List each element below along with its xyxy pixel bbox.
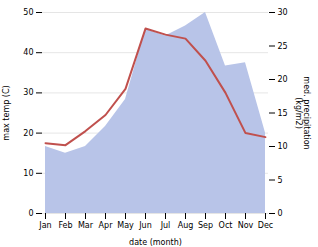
svg-text:20: 20 [23, 129, 33, 138]
svg-text:10: 10 [278, 142, 288, 151]
svg-text:Jul: Jul [160, 221, 171, 230]
svg-text:date (month): date (month) [129, 238, 182, 247]
svg-text:5: 5 [278, 176, 283, 185]
svg-text:30: 30 [278, 8, 288, 17]
svg-text:Mar: Mar [78, 221, 94, 230]
svg-text:25: 25 [278, 42, 288, 51]
svg-text:30: 30 [23, 88, 33, 97]
svg-text:Jan: Jan [38, 221, 51, 230]
svg-text:50: 50 [23, 8, 33, 17]
svg-text:May: May [117, 221, 134, 230]
svg-text:max temp (C): max temp (C) [2, 85, 11, 140]
svg-text:Nov: Nov [238, 221, 254, 230]
svg-text:Apr: Apr [99, 221, 114, 230]
svg-text:Aug: Aug [178, 221, 194, 230]
svg-text:Dec: Dec [258, 221, 273, 230]
svg-text:0: 0 [28, 209, 33, 218]
svg-text:40: 40 [23, 48, 33, 57]
svg-text:0: 0 [278, 209, 283, 218]
svg-text:Feb: Feb [58, 221, 72, 230]
svg-text:15: 15 [278, 109, 288, 118]
svg-text:Jun: Jun [138, 221, 152, 230]
svg-text:Sep: Sep [198, 221, 213, 230]
svg-text:Oct: Oct [219, 221, 233, 230]
svg-text:med. precipitation(kg/m2): med. precipitation(kg/m2) [294, 76, 311, 149]
svg-text:20: 20 [278, 75, 288, 84]
svg-text:10: 10 [23, 169, 33, 178]
